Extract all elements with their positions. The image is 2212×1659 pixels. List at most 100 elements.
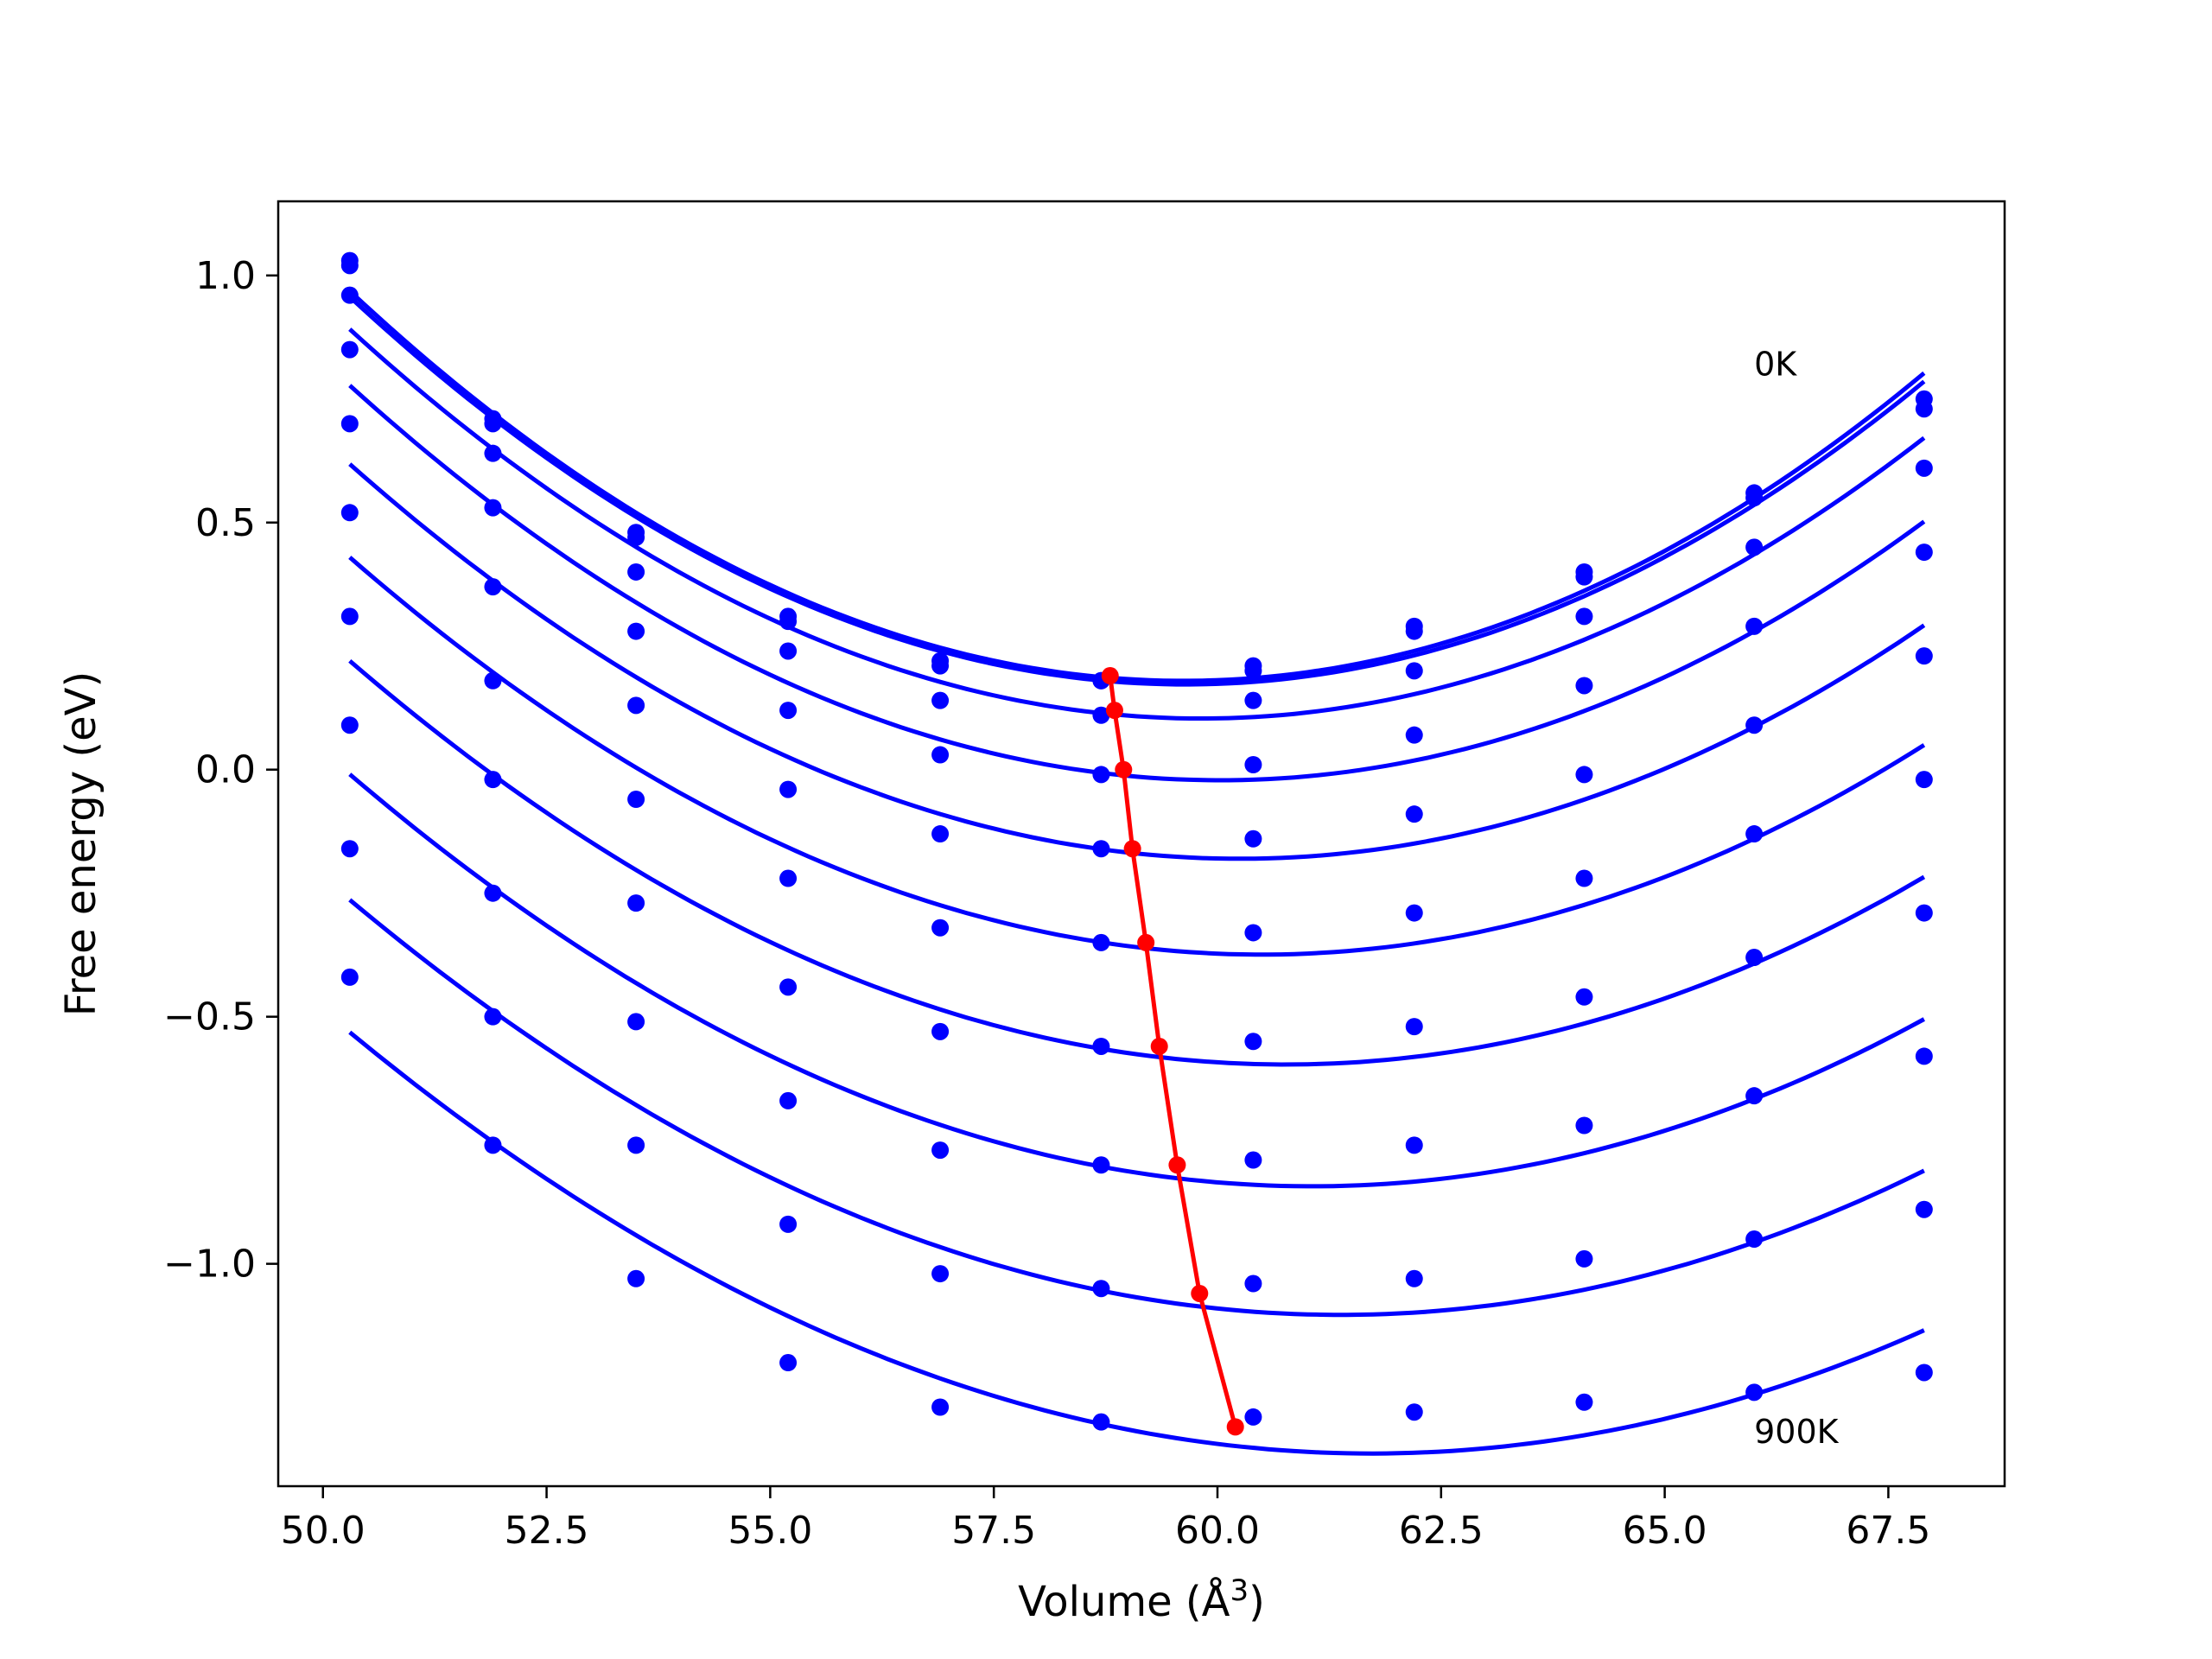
- data-point: [1745, 1087, 1764, 1105]
- data-point: [1915, 459, 1933, 477]
- data-point: [1575, 677, 1593, 695]
- series-line: [348, 659, 1926, 1067]
- data-point: [340, 286, 359, 304]
- data-point: [627, 1136, 645, 1154]
- data-point: [484, 578, 502, 596]
- data-point: [1092, 766, 1110, 784]
- data-point: [484, 415, 502, 433]
- series-2: [340, 286, 1933, 724]
- data-point: [1915, 771, 1933, 789]
- temperature-annotation: 900K: [1754, 1413, 1840, 1451]
- minimum-point: [1191, 1284, 1209, 1302]
- data-point: [1405, 1403, 1423, 1421]
- y-axis-title: Free energy (eV): [57, 671, 105, 1016]
- data-point: [931, 1141, 950, 1160]
- temperature-annotation: 0K: [1754, 346, 1797, 384]
- data-point: [1575, 568, 1593, 586]
- data-point: [484, 884, 502, 902]
- curves-layer: [340, 251, 1933, 1456]
- data-point: [1575, 869, 1593, 887]
- data-point: [931, 918, 950, 937]
- data-point: [627, 622, 645, 640]
- data-point: [1575, 607, 1593, 626]
- data-point: [340, 340, 359, 359]
- data-point: [1745, 716, 1764, 734]
- data-point: [340, 607, 359, 626]
- series-line: [348, 327, 1926, 721]
- data-point: [1745, 1383, 1764, 1402]
- data-point: [1405, 1269, 1423, 1287]
- minimum-point: [1123, 840, 1141, 858]
- series-5: [340, 504, 1933, 957]
- data-point: [627, 894, 645, 912]
- data-point: [1915, 904, 1933, 922]
- data-point: [1405, 805, 1423, 823]
- data-point: [1405, 1136, 1423, 1154]
- series-1: [340, 257, 1933, 690]
- data-point: [1405, 662, 1423, 680]
- data-point: [340, 504, 359, 522]
- data-point: [1915, 543, 1933, 562]
- data-point: [1244, 1274, 1262, 1293]
- data-point: [627, 1013, 645, 1031]
- minimum-point: [1101, 667, 1119, 685]
- data-point: [484, 771, 502, 789]
- data-point: [779, 642, 798, 660]
- data-point: [340, 415, 359, 433]
- data-point: [484, 1007, 502, 1026]
- data-point: [1915, 1047, 1933, 1065]
- x-tick-label: 55.0: [728, 1509, 812, 1553]
- data-point: [1092, 933, 1110, 951]
- data-point: [1092, 1156, 1110, 1174]
- series-line: [348, 898, 1925, 1318]
- x-axis-title-main: Volume (Å: [1018, 1577, 1230, 1626]
- data-point: [931, 1022, 950, 1040]
- data-point: [627, 1269, 645, 1287]
- data-point: [1244, 662, 1262, 680]
- series-6: [340, 607, 1933, 1067]
- data-point: [1745, 617, 1764, 635]
- x-tick-label: 67.5: [1846, 1509, 1930, 1553]
- data-point: [1575, 766, 1593, 784]
- data-point: [931, 1265, 950, 1283]
- x-axis-title-end: ): [1249, 1578, 1265, 1626]
- x-axis-title: Volume (Å3): [1018, 1573, 1265, 1626]
- data-point: [1244, 1151, 1262, 1169]
- data-point: [340, 716, 359, 734]
- y-tick-label: 1.0: [195, 254, 256, 298]
- data-point: [931, 825, 950, 843]
- data-point: [779, 978, 798, 996]
- data-point: [931, 657, 950, 675]
- data-point: [484, 444, 502, 462]
- data-point: [1244, 691, 1262, 709]
- data-point: [484, 1136, 502, 1154]
- minimum-point: [1150, 1037, 1168, 1055]
- x-tick-label: 52.5: [505, 1509, 589, 1553]
- minimum-point: [1226, 1418, 1244, 1436]
- minimum-point: [1168, 1156, 1186, 1174]
- data-point: [1575, 1249, 1593, 1268]
- x-axis-ticks: 50.0 52.5 55.0 57.5 60.0 62.5 65.0 67.5: [281, 1486, 1930, 1553]
- data-point: [1745, 1230, 1764, 1249]
- data-point: [779, 780, 798, 798]
- data-point: [1092, 1037, 1110, 1055]
- data-point: [779, 1091, 798, 1109]
- data-point: [1244, 924, 1262, 942]
- data-point: [1244, 830, 1262, 848]
- data-point: [627, 563, 645, 581]
- y-tick-label: −1.0: [163, 1243, 256, 1287]
- series-line: [348, 1030, 1925, 1456]
- data-point: [1745, 949, 1764, 967]
- y-tick-label: 0.5: [195, 501, 256, 545]
- data-point: [1092, 1280, 1110, 1298]
- data-point: [1244, 1408, 1262, 1426]
- data-point: [779, 869, 798, 887]
- series-8: [340, 840, 1933, 1318]
- minimum-point: [1115, 760, 1133, 779]
- data-point: [1405, 622, 1423, 640]
- data-point: [1092, 840, 1110, 858]
- data-point: [1915, 400, 1933, 418]
- series-9: [340, 968, 1933, 1456]
- minimum-point: [1137, 933, 1155, 951]
